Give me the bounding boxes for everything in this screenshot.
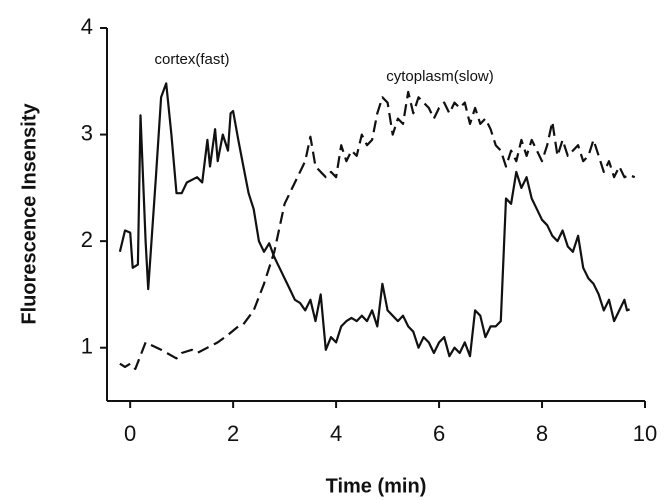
series-label: cortex(fast) bbox=[154, 51, 229, 68]
y-tick-label: 2 bbox=[81, 227, 93, 252]
y-tick-label: 1 bbox=[81, 334, 93, 359]
y-axis-title: Fluorescence Insensity bbox=[18, 103, 40, 325]
x-tick-label: 10 bbox=[633, 421, 657, 446]
series-label: cytoplasm(slow) bbox=[386, 68, 494, 85]
x-tick-label: 0 bbox=[124, 421, 136, 446]
y-tick-label: 3 bbox=[81, 120, 93, 145]
x-tick-label: 4 bbox=[330, 421, 342, 446]
x-tick-label: 2 bbox=[227, 421, 239, 446]
series-line bbox=[118, 82, 631, 358]
x-tick-label: 8 bbox=[536, 421, 548, 446]
x-axis-title: Time (min) bbox=[326, 475, 427, 497]
y-tick-label: 4 bbox=[81, 14, 93, 39]
x-tick-label: 6 bbox=[433, 421, 445, 446]
